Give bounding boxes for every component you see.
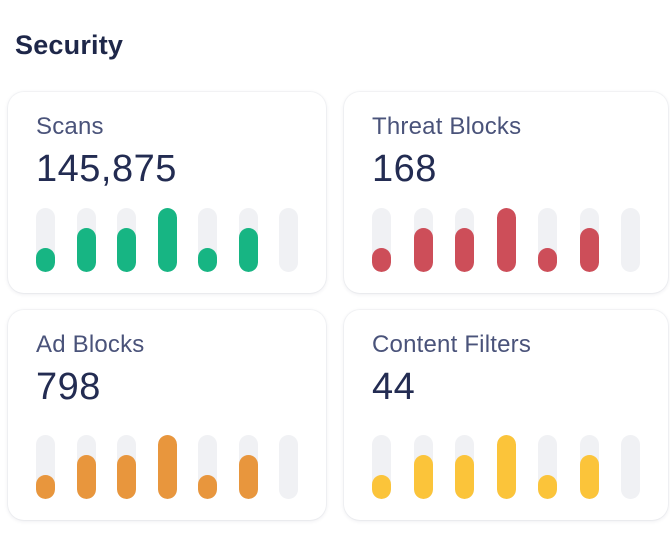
bar-track xyxy=(455,208,474,272)
bar-track xyxy=(117,435,136,499)
bar-track xyxy=(157,208,177,272)
bar-fill xyxy=(198,474,217,499)
bar-track xyxy=(496,435,516,499)
bar-fill xyxy=(238,227,258,272)
bar-fill xyxy=(117,454,136,499)
bar-track xyxy=(413,208,433,272)
bar-track xyxy=(238,208,258,272)
bar-fill xyxy=(372,474,391,499)
threat-blocks-bar-chart xyxy=(372,208,640,272)
ad-blocks-bar-chart xyxy=(36,435,298,499)
bar-fill xyxy=(413,227,433,272)
bar-fill xyxy=(76,454,96,499)
bar-fill xyxy=(496,435,516,499)
card-scans[interactable]: Scans 145,875 xyxy=(8,92,326,293)
bar-fill xyxy=(238,454,258,499)
card-label: Ad Blocks xyxy=(36,331,145,358)
bar-fill xyxy=(157,208,177,272)
bar-fill xyxy=(413,454,433,499)
card-ad-blocks[interactable]: Ad Blocks 798 xyxy=(8,310,326,520)
bar-track xyxy=(621,435,640,499)
bar-track xyxy=(579,208,599,272)
card-value: 44 xyxy=(372,366,416,408)
card-label: Scans xyxy=(36,113,104,140)
bar-track xyxy=(538,208,557,272)
bar-track xyxy=(117,208,136,272)
bar-fill xyxy=(117,227,136,272)
bar-fill xyxy=(538,474,557,499)
bar-fill xyxy=(579,454,599,499)
card-threat-blocks[interactable]: Threat Blocks 168 xyxy=(344,92,668,293)
bar-fill xyxy=(36,474,55,499)
card-value: 145,875 xyxy=(36,148,177,190)
bar-fill xyxy=(372,247,391,272)
bar-fill xyxy=(157,435,177,499)
bar-track xyxy=(76,435,96,499)
card-value: 798 xyxy=(36,366,101,408)
bar-fill xyxy=(579,227,599,272)
security-dashboard: Security Scans 145,875 Threat Blocks 168… xyxy=(0,28,670,520)
cards-grid: Scans 145,875 Threat Blocks 168 Ad Block… xyxy=(8,92,670,520)
bar-track xyxy=(279,208,298,272)
card-value: 168 xyxy=(372,148,437,190)
card-content-filters[interactable]: Content Filters 44 xyxy=(344,310,668,520)
bar-track xyxy=(238,435,258,499)
card-label: Content Filters xyxy=(372,331,532,358)
bar-track xyxy=(198,435,217,499)
bar-track xyxy=(455,435,474,499)
bar-fill xyxy=(455,227,474,272)
page-title: Security xyxy=(15,30,124,60)
scans-bar-chart xyxy=(36,208,298,272)
bar-fill xyxy=(76,227,96,272)
bar-track xyxy=(579,435,599,499)
bar-track xyxy=(36,208,55,272)
content-filters-bar-chart xyxy=(372,435,640,499)
bar-track xyxy=(372,435,391,499)
bar-track xyxy=(198,208,217,272)
bar-track xyxy=(157,435,177,499)
bar-track xyxy=(76,208,96,272)
bar-fill xyxy=(455,454,474,499)
card-label: Threat Blocks xyxy=(372,113,522,140)
bar-fill xyxy=(496,208,516,272)
bar-fill xyxy=(36,247,55,272)
bar-track xyxy=(279,435,298,499)
bar-track xyxy=(372,208,391,272)
bar-fill xyxy=(538,247,557,272)
bar-track xyxy=(621,208,640,272)
bar-track xyxy=(496,208,516,272)
bar-track xyxy=(413,435,433,499)
bar-track xyxy=(36,435,55,499)
bar-fill xyxy=(198,247,217,272)
bar-track xyxy=(538,435,557,499)
